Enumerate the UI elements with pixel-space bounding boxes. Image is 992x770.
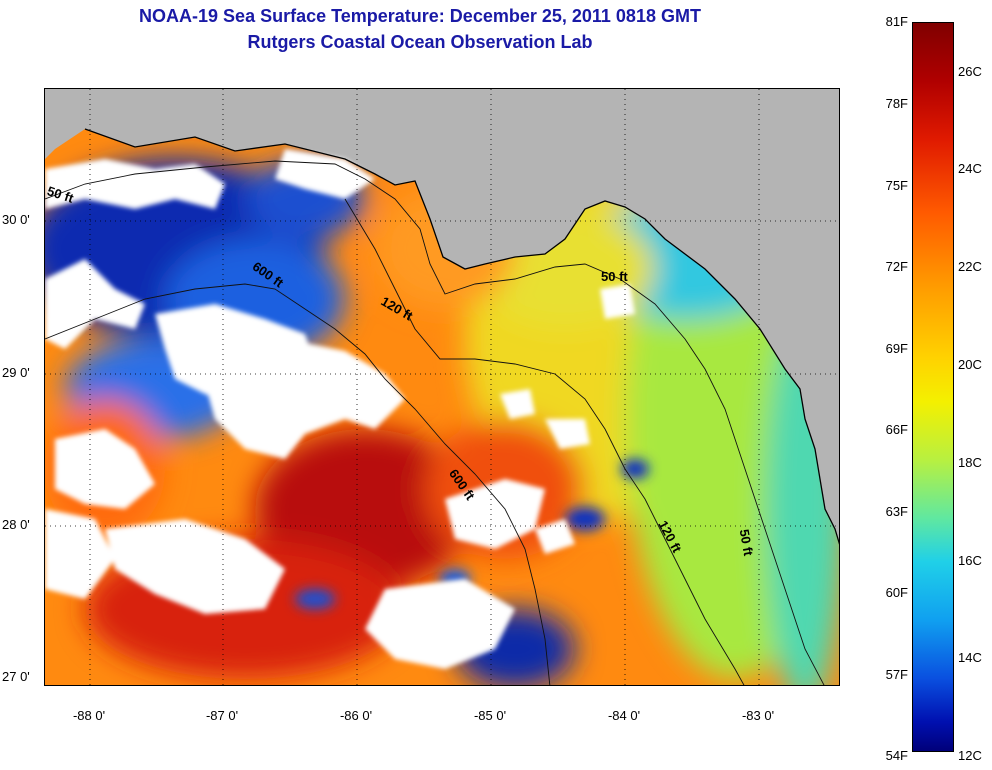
colorbar-c-20: 20C [958,357,982,372]
colorbar-f-72: 72F [885,259,908,274]
colorbar-c-22: 22C [958,259,982,274]
contour-label-50ft-north: 50 ft [601,269,628,284]
colorbar-f-69: 69F [885,341,908,356]
cloud-mask [45,149,635,669]
colorbar-c-24: 24C [958,161,982,176]
lat-tick-30: 30 0' [2,212,30,227]
graticule [45,89,839,685]
lon-tick-88: -88 0' [72,708,106,723]
sst-map[interactable]: 50 ft 600 ft 120 ft 50 ft 600 ft 120 ft … [44,88,840,686]
sst-map-canvas [45,89,839,685]
colorbar-c-18: 18C [958,455,982,470]
colorbar-f-75: 75F [885,178,908,193]
colorbar-f-54: 54F [885,748,908,763]
lon-tick-86: -86 0' [339,708,373,723]
colorbar-f-66: 66F [885,422,908,437]
page-title: NOAA-19 Sea Surface Temperature: Decembe… [139,6,701,26]
colorbar-f-60: 60F [885,585,908,600]
lon-tick-83: -83 0' [741,708,775,723]
lat-tick-29: 29 0' [2,365,30,380]
colorbar-c-26: 26C [958,64,982,79]
lon-tick-85: -85 0' [473,708,507,723]
page-subtitle: Rutgers Coastal Ocean Observation Lab [247,32,593,52]
lon-tick-87: -87 0' [205,708,239,723]
colorbar-f-78: 78F [885,96,908,111]
colorbar-c-12: 12C [958,748,982,763]
colorbar-c-16: 16C [958,553,982,568]
lat-tick-27: 27 0' [2,669,30,684]
lon-tick-84: -84 0' [607,708,641,723]
bathymetry-contours [45,160,825,685]
colorbar-f-57: 57F [885,667,908,682]
colorbar-c-14: 14C [958,650,982,665]
colorbar-f-81: 81F [885,14,908,29]
colorbar-f-63: 63F [885,504,908,519]
coastline [84,128,839,545]
lat-tick-28: 28 0' [2,517,30,532]
temperature-colorbar [912,22,954,752]
